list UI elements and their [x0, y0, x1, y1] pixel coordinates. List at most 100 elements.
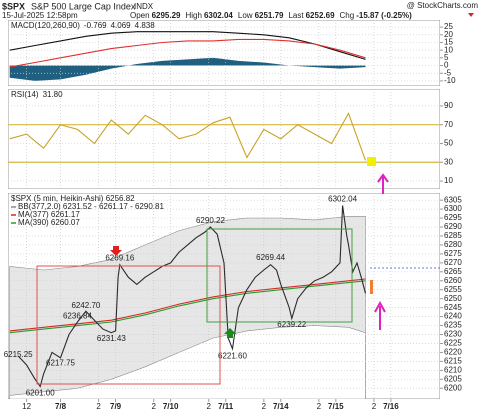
x-tick-label: 7/10: [163, 402, 179, 411]
field-value: -15.87 (-0.25%): [356, 11, 412, 20]
panel-frame: [8, 89, 440, 189]
y-tick-label: 25: [444, 22, 453, 31]
area: [9, 57, 366, 81]
x-tick-label: 2: [207, 402, 212, 411]
y-tick-label: 6250: [444, 294, 462, 303]
field-label: Open: [130, 11, 150, 20]
exchange: INDX: [134, 2, 154, 11]
panel-0: [8, 20, 440, 86]
line: [9, 31, 366, 60]
annotation: 6215.25: [4, 350, 33, 359]
field-label: High: [186, 11, 202, 20]
y-tick-label: 6270: [444, 258, 462, 267]
y-tick-label: 6260: [444, 276, 462, 285]
field-label: Low: [238, 11, 253, 20]
annotation: 6231.43: [97, 334, 126, 343]
last-value: 4.069: [111, 21, 132, 30]
panel-title: RSI(14): [11, 90, 39, 99]
index-name: S&P 500 Large Cap Index: [31, 1, 136, 11]
date: 15-Jul-2025 12:58pm: [2, 11, 78, 20]
panel-title: MACD(120,260,90): [11, 21, 80, 30]
annotation: 6221.60: [218, 352, 247, 361]
price-highlight: [370, 280, 373, 294]
annotation: 6217.75: [46, 359, 75, 368]
y-tick-label: 6295: [444, 213, 462, 222]
annotation: 6302.04: [328, 195, 357, 204]
line: [9, 38, 366, 68]
x-tick-label: 7/9: [110, 402, 122, 411]
y-tick-label: 15: [444, 38, 453, 47]
line: [17, 205, 367, 388]
panel-1: [8, 89, 440, 189]
y-tick-label: 5: [444, 53, 449, 62]
y-tick-label: 6255: [444, 285, 462, 294]
line: [9, 112, 367, 161]
y-tick-label: 6305: [444, 195, 462, 204]
y-tick-label: -5: [444, 68, 452, 77]
y-tick-label: 6225: [444, 339, 462, 348]
last-value: -0.769: [84, 21, 107, 30]
y-tick-label: 30: [444, 157, 453, 166]
y-tick-label: 20: [444, 30, 453, 39]
y-tick-label: 6245: [444, 303, 462, 312]
y-tick-label: 10: [444, 45, 453, 54]
x-tick-label: 2: [262, 402, 267, 411]
y-tick-label: 70: [444, 120, 453, 129]
pink-arrow: [377, 173, 389, 194]
pink-arrow: [374, 300, 386, 330]
red-marker: [110, 246, 122, 256]
panel-title: $SPX (5 min, Heikin-Ashi) 6256.82: [11, 194, 135, 203]
annotation: 6242.70: [71, 301, 100, 310]
legend-entry: MA(377) 6261.17: [18, 210, 80, 219]
field-value: 6302.04: [204, 11, 233, 20]
annotation: 6269.44: [256, 253, 285, 262]
line: [9, 278, 366, 332]
x-tick-label: 7/11: [218, 402, 234, 411]
x-tick-label: 2: [317, 402, 322, 411]
credit: @ StockCharts.com: [407, 1, 479, 10]
y-tick-label: 6265: [444, 267, 462, 276]
y-tick-label: 6300: [444, 204, 462, 213]
y-tick-label: 6285: [444, 231, 462, 240]
y-tick-label: 6240: [444, 312, 462, 321]
symbol: $SPX: [2, 1, 25, 11]
red-box: [36, 265, 221, 385]
legend-entry: MA(390) 6260.07: [18, 218, 80, 227]
annotation: 6236.84: [63, 311, 92, 320]
y-tick-label: 6280: [444, 240, 462, 249]
legend-entry: BB(377,2.0) 6231.52 - 6261.17 - 6290.81: [18, 202, 164, 211]
annotation: 6201.00: [26, 389, 55, 398]
y-tick-label: 6205: [444, 374, 462, 383]
y-tick-label: 6220: [444, 348, 462, 357]
y-tick-label: 6290: [444, 222, 462, 231]
y-tick-label: 6210: [444, 365, 462, 374]
annotation: 6239.22: [277, 320, 306, 329]
rsi-highlight: [367, 157, 376, 166]
y-tick-label: 6235: [444, 321, 462, 330]
x-tick-label: 7/15: [328, 402, 344, 411]
green-box: [206, 228, 353, 323]
field-value: 6251.79: [255, 11, 284, 20]
x-tick-label: 2: [96, 402, 101, 411]
x-tick-label: 2: [372, 402, 377, 411]
y-tick-label: 0: [444, 61, 449, 70]
y-tick-label: 6200: [444, 383, 462, 392]
line: [9, 280, 366, 334]
y-tick-label: 90: [444, 101, 453, 110]
y-tick-label: -10: [444, 76, 456, 85]
green-marker: [224, 328, 236, 338]
x-tick-label: 7/14: [273, 402, 289, 411]
y-tick-label: 6215: [444, 356, 462, 365]
x-tick-label: 7/8: [55, 402, 67, 411]
area: [9, 325, 366, 399]
y-tick-label: 50: [444, 139, 453, 148]
y-tick-label: 6230: [444, 330, 462, 339]
y-tick-label: 10: [444, 176, 453, 185]
dropdown-icon[interactable]: [468, 13, 474, 17]
x-tick-label: 7/16: [383, 402, 399, 411]
field-label: Last: [288, 11, 304, 20]
last-value: 4.838: [135, 21, 156, 30]
field-value: 6295.29: [152, 11, 181, 20]
